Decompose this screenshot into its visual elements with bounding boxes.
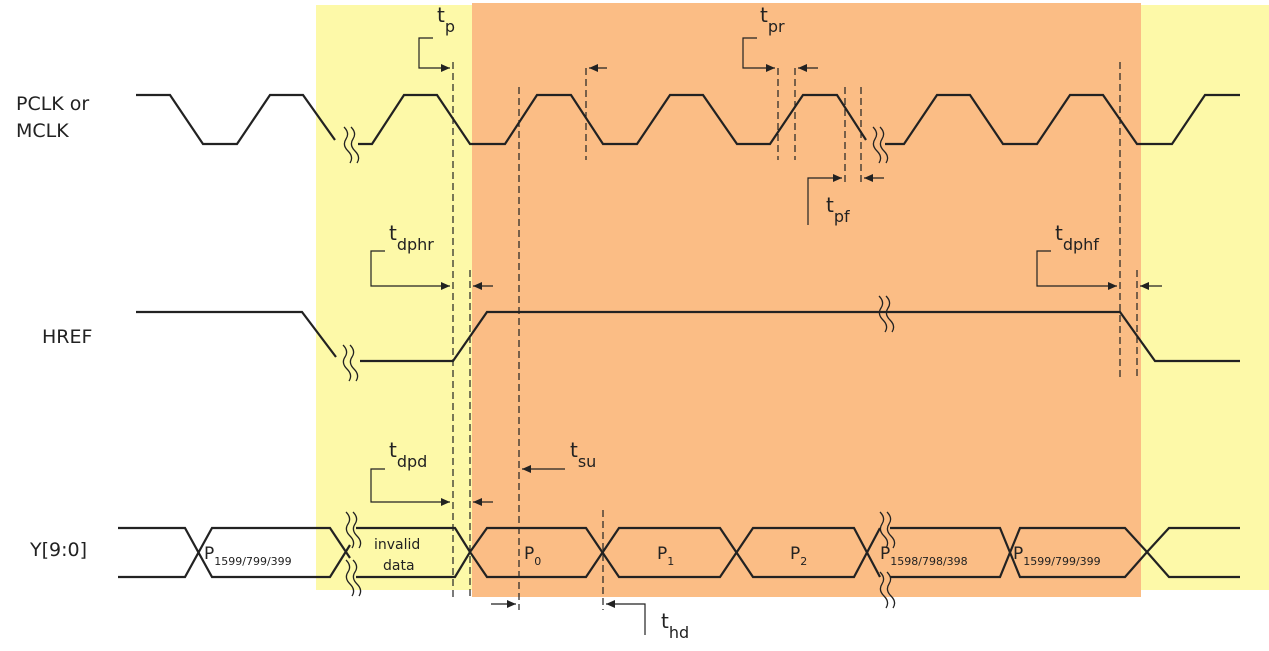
pclk-waveform	[136, 93, 336, 146]
tpr-label: tpr	[760, 3, 785, 36]
pclk-waveform-2	[358, 93, 867, 146]
href-label: HREF	[42, 326, 92, 348]
tpf-label: tpf	[826, 193, 850, 226]
tp-label: tp	[437, 3, 455, 36]
arrowheads	[441, 64, 1149, 608]
pclk-break	[343, 126, 889, 164]
cell-invalid-line2: data	[383, 558, 415, 574]
pclk-label-line1: PCLK or	[16, 93, 89, 115]
pclk-label-line2: MCLK	[16, 120, 69, 142]
active-region	[472, 3, 1141, 597]
tdphf-label: tdphf	[1055, 221, 1099, 254]
cell-p-first: P1599/799/399	[204, 544, 292, 568]
href-waveform-2	[360, 310, 1240, 363]
y-bus-label: Y[9:0]	[29, 539, 87, 561]
pclk-waveform-3	[885, 93, 1240, 146]
tdpd-label: tdpd	[389, 438, 427, 471]
cell-p0: P0	[524, 544, 541, 568]
y-bus-break	[345, 511, 896, 609]
tsu-label: tsu	[570, 438, 596, 471]
href-waveform	[136, 310, 337, 358]
cell-p1: P1	[657, 544, 674, 568]
cell-p-last: P1599/799/399	[1013, 544, 1101, 568]
thd-label: thd	[661, 609, 689, 642]
cell-p2: P2	[790, 544, 807, 568]
dashed-guides	[452, 62, 1138, 610]
cell-p-penult: P1598/798/398	[880, 544, 968, 568]
href-break	[342, 295, 895, 382]
tdphr-label: tdphr	[389, 221, 434, 254]
y-bus-waveform	[118, 526, 1240, 579]
cell-invalid-line1: invalid	[374, 537, 420, 553]
